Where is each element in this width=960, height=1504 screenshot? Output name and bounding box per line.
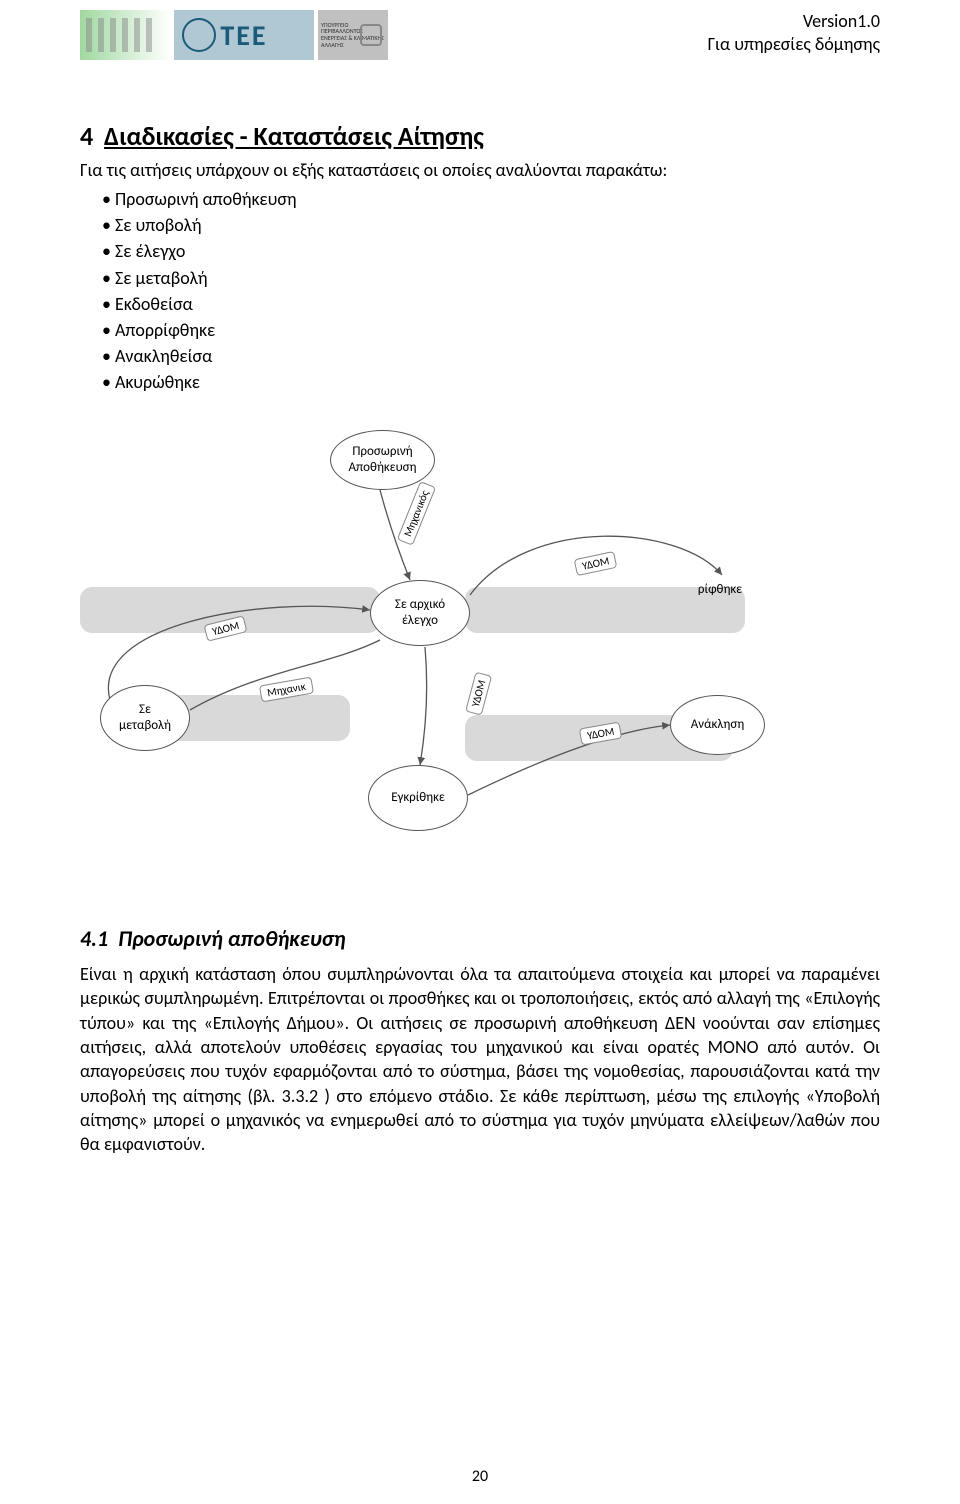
diagram-node-rifthike: ρίφθηκε [690, 575, 750, 605]
city-skyline-logo [80, 10, 170, 60]
state-item: Ανακληθείσα [102, 343, 880, 369]
section4-number: 4 [80, 120, 93, 152]
diagram-node-se_arxiko: Σε αρχικόέλεγχο [370, 580, 470, 646]
tee-logo: ΤΕΕ [174, 10, 314, 60]
version-line: Version1.0 [708, 10, 880, 33]
subsection41-number: 4.1 [80, 925, 108, 952]
diagram-node-prosorini: ΠροσωρινήΑποθήκευση [330, 430, 435, 490]
state-item: Σε μεταβολή [102, 265, 880, 291]
header-right: Version1.0 Για υπηρεσίες δόμησης [708, 10, 880, 57]
state-item: Απορρίφθηκε [102, 317, 880, 343]
header-logos: ΤΕΕ ΥΠΟΥΡΓΕΙΟ ΠΕΡΙΒΑΛΛΟΝΤΟΣ ΕΝΕΡΓΕΙΑΣ & … [80, 10, 388, 60]
subsection41-body: Είναι η αρχική κατάσταση όπου συμπληρώνο… [80, 962, 880, 1156]
page-header: ΤΕΕ ΥΠΟΥΡΓΕΙΟ ΠΕΡΙΒΑΛΛΟΝΤΟΣ ΕΝΕΡΓΕΙΑΣ & … [80, 10, 880, 80]
state-item: Σε υποβολή [102, 212, 880, 238]
page-number: 20 [0, 1467, 960, 1486]
state-diagram: ΠροσωρινήΑποθήκευση Σε αρχικόέλεγχο ρίφθηκ… [80, 425, 880, 885]
ypen-ministry-logo: ΥΠΟΥΡΓΕΙΟ ΠΕΡΙΒΑΛΛΟΝΤΟΣ ΕΝΕΡΓΕΙΑΣ & ΚΛΙΜ… [318, 10, 388, 60]
diagram-node-se_metavoli: Σεμεταβολή [100, 685, 190, 751]
subsection41-heading: 4.1 Προσωρινή αποθήκευση [80, 925, 880, 952]
subsection41-title: Προσωρινή αποθήκευση [118, 925, 345, 952]
diagram-edges [80, 425, 880, 885]
states-list: Προσωρινή αποθήκευσηΣε υποβολήΣε έλεγχοΣ… [102, 186, 880, 395]
section4-title: Διαδικασίες - Καταστάσεις Αίτησης [104, 120, 484, 152]
diagram-node-egrithike: Εγκρίθηκε [368, 765, 468, 831]
state-item: Ακυρώθηκε [102, 369, 880, 395]
header-subtitle: Για υπηρεσίες δόμησης [708, 33, 880, 56]
state-item: Σε έλεγχο [102, 238, 880, 264]
state-item: Προσωρινή αποθήκευση [102, 186, 880, 212]
section4-heading: 4 Διαδικασίες - Καταστάσεις Αίτησης [80, 120, 880, 152]
diagram-node-anaklisi: Ανάκληση [670, 695, 765, 755]
section4-intro: Για τις αιτήσεις υπάρχουν οι εξής καταστ… [80, 158, 880, 182]
state-item: Εκδοθείσα [102, 291, 880, 317]
